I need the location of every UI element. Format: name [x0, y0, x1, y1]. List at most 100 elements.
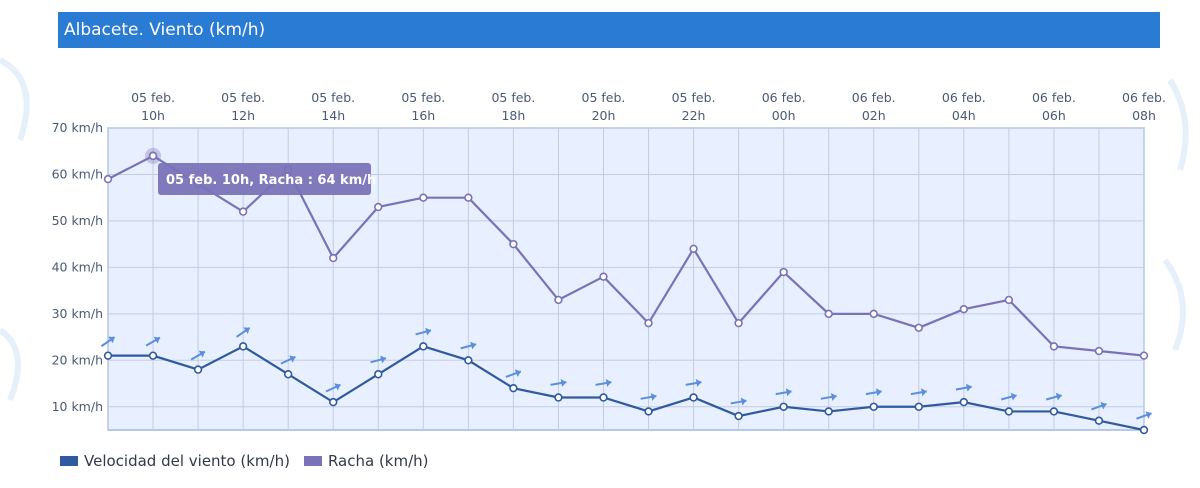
wind-direction-arrow-icon — [415, 327, 432, 336]
wind-data-point — [419, 342, 428, 351]
wind-direction-arrow-icon — [910, 388, 927, 397]
wind-series-line — [108, 345, 1145, 432]
x-tick-label: 06 feb. — [762, 90, 806, 105]
wind-data-point — [1004, 407, 1014, 416]
gust-data-point — [1049, 342, 1059, 351]
wind-direction-arrow-icon — [505, 369, 522, 378]
wind-data-point — [734, 411, 743, 421]
x-tick-label: 18h — [501, 108, 525, 123]
gust-legend-swatch — [303, 456, 322, 466]
gust-data-point — [869, 309, 878, 319]
y-tick-label: 30 km/h — [52, 306, 103, 321]
x-tick-label: 05 feb. — [672, 90, 716, 105]
gust-data-point — [509, 239, 518, 249]
legend: Velocidad del viento (km/h) Racha (km/h) — [60, 452, 429, 470]
wind-direction-arrow-icon — [1000, 392, 1017, 401]
wind-data-point — [464, 356, 473, 365]
gust-data-point — [779, 267, 788, 277]
wind-direction-arrow-icon — [145, 336, 161, 347]
gust-data-point — [238, 207, 248, 216]
x-tick-label: 22h — [682, 108, 706, 123]
gust-data-point — [1094, 346, 1104, 356]
wind-direction-arrow-icon — [370, 355, 387, 364]
x-tick-label: 04h — [952, 108, 976, 123]
wind-direction-arrow-icon — [236, 326, 251, 338]
x-tick-label: 05 feb. — [131, 90, 175, 105]
wind-direction-arrow-icon — [280, 355, 296, 365]
wind-direction-arrow-icon — [550, 379, 567, 387]
x-tick-label: 05 feb. — [311, 90, 355, 105]
wind-legend-swatch — [60, 456, 78, 466]
x-tick-label: 05 feb. — [491, 90, 535, 105]
wind-data-point — [779, 402, 788, 411]
wind-direction-arrow-icon — [865, 388, 882, 397]
wind-data-point — [1139, 425, 1149, 435]
tooltip-box — [158, 163, 371, 195]
wind-direction-arrow-icon — [730, 397, 747, 406]
wind-data-point — [238, 342, 248, 351]
wind-direction-arrow-icon — [1136, 411, 1152, 420]
wind-data-point — [509, 383, 518, 393]
wind-direction-arrow-icon — [820, 392, 837, 401]
wind-data-point — [914, 402, 923, 411]
x-tick-label: 06 feb. — [852, 90, 896, 105]
tooltip-text: 05 feb. 10h, Racha : 64 km/h — [166, 173, 376, 188]
wind-data-point — [193, 365, 203, 374]
gust-legend-label: Racha (km/h) — [327, 452, 429, 470]
gust-data-point — [554, 295, 563, 305]
x-tick-label: 05 feb. — [401, 90, 445, 105]
gust-data-point — [329, 253, 338, 263]
wind-direction-arrow-icon — [595, 379, 612, 387]
gust-data-point — [1139, 351, 1149, 360]
wind-direction-arrow-icon — [1091, 401, 1107, 411]
x-tick-label: 08h — [1132, 108, 1156, 123]
x-tick-label: 20h — [592, 108, 616, 123]
wind-data-point — [329, 397, 338, 407]
wind-direction-arrow-icon — [325, 383, 341, 393]
gust-data-point — [689, 244, 698, 254]
x-tick-label: 12h — [231, 108, 255, 123]
wind-data-point — [1049, 407, 1059, 416]
chart-title: Albacete. Viento (km/h) — [58, 12, 1160, 48]
wind-data-point — [599, 393, 608, 402]
wind-data-point — [689, 393, 698, 402]
y-tick-label: 40 km/h — [52, 259, 103, 274]
gust-data-point — [464, 193, 473, 202]
x-tick-label: 16h — [411, 108, 435, 123]
legend-item-gust[interactable]: Racha (km/h) — [303, 452, 429, 470]
wind-data-point — [959, 397, 969, 407]
gust-data-point — [374, 202, 383, 212]
wind-data-point — [644, 407, 653, 416]
gust-data-point — [644, 318, 653, 328]
x-tick-label: 00h — [772, 108, 796, 123]
x-tick-label: 06 feb. — [1032, 90, 1076, 105]
wind-direction-arrow-icon — [955, 383, 972, 392]
wind-direction-arrow-icon — [640, 392, 657, 401]
y-tick-label: 70 km/h — [52, 120, 103, 135]
y-tick-label: 20 km/h — [52, 352, 103, 367]
x-tick-label: 06 feb. — [1122, 90, 1166, 105]
wind-data-point — [824, 407, 833, 416]
wind-data-point — [148, 351, 158, 360]
gust-data-point — [734, 318, 743, 328]
wind-direction-arrow-icon — [1045, 392, 1062, 401]
wind-direction-arrow-icon — [190, 350, 206, 361]
x-tick-label: 02h — [862, 108, 886, 123]
wind-direction-arrow-icon — [685, 379, 702, 387]
x-tick-label: 14h — [321, 108, 345, 123]
x-tick-label: 05 feb. — [582, 90, 626, 105]
x-tick-label: 06h — [1042, 108, 1066, 123]
wind-direction-arrow-icon — [100, 336, 116, 348]
x-tick-label: 05 feb. — [221, 90, 265, 105]
legend-item-wind[interactable]: Velocidad del viento (km/h) — [60, 452, 290, 470]
y-tick-label: 50 km/h — [52, 213, 103, 228]
wind-data-point — [283, 370, 293, 379]
wind-data-point — [554, 393, 563, 402]
x-tick-label: 06 feb. — [942, 90, 986, 105]
wind-direction-arrow-icon — [460, 341, 477, 350]
y-tick-label: 10 km/h — [52, 399, 103, 414]
gust-data-point — [914, 323, 923, 332]
x-tick-label: 10h — [141, 108, 165, 123]
